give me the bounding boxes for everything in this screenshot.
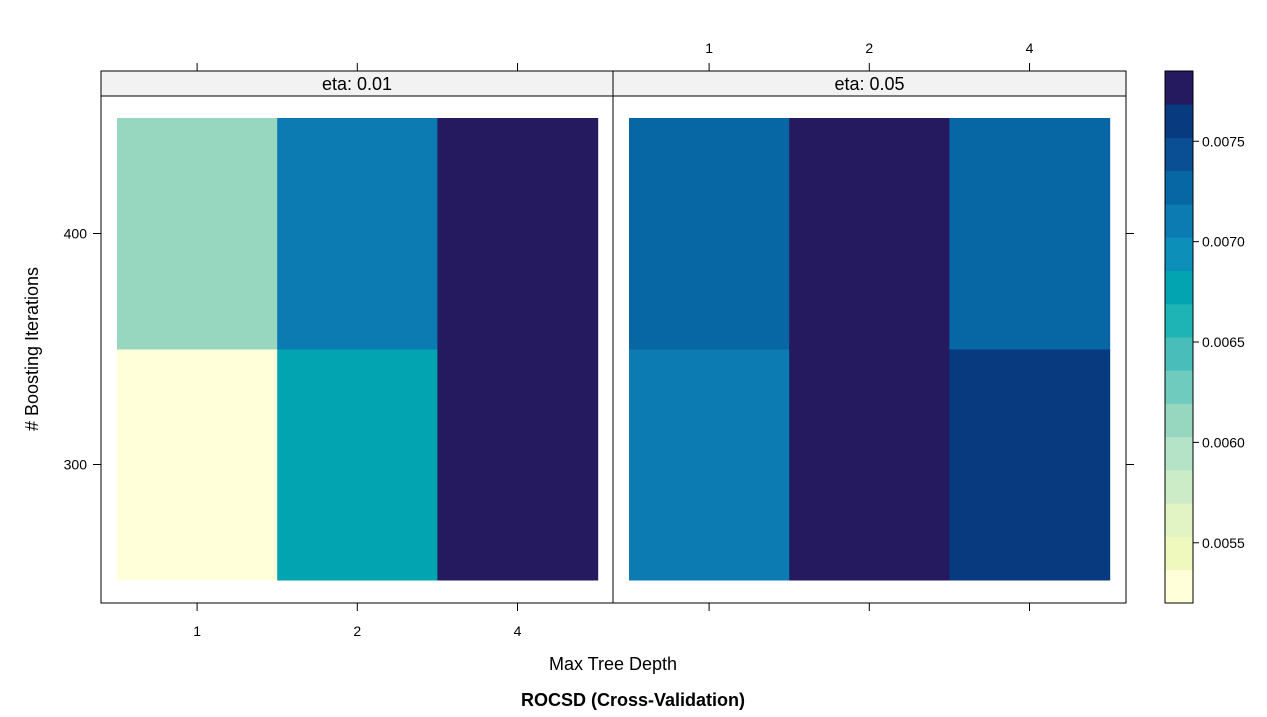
colorbar: 0.0055 0.0060 0.0065 0.0070 0.0075 bbox=[1164, 70, 1245, 604]
cells-layer bbox=[117, 118, 1111, 581]
panel-strip bbox=[613, 71, 1126, 96]
colorbar-tick-label: 0.0055 bbox=[1202, 535, 1245, 551]
x-tick-label-top: 1 bbox=[705, 40, 713, 56]
x-tick-label-top: 2 bbox=[865, 40, 873, 56]
heatmap-cell bbox=[949, 349, 1111, 581]
x-tick-label: 1 bbox=[193, 623, 201, 639]
colorbar-tick-label: 0.0075 bbox=[1202, 133, 1245, 149]
colorbar-bin bbox=[1165, 470, 1193, 504]
axes-layer: 1 2 4 1 2 4 300 400 bbox=[64, 40, 1134, 639]
x-tick-label-top: 4 bbox=[1026, 40, 1034, 56]
colorbar-tick-label: 0.0070 bbox=[1202, 234, 1245, 250]
colorbar-bin bbox=[1165, 503, 1193, 537]
colorbar-bin bbox=[1165, 137, 1193, 172]
y-axis-title: # Boosting Iterations bbox=[22, 267, 42, 431]
heatmap-cell bbox=[629, 118, 790, 350]
colorbar-bin bbox=[1165, 170, 1193, 205]
panel-strip-label: eta: 0.01 bbox=[322, 74, 392, 94]
heatmap-cell bbox=[117, 118, 278, 350]
colorbar-bin bbox=[1165, 104, 1193, 138]
colorbar-bin bbox=[1165, 403, 1193, 438]
colorbar-frame bbox=[1164, 70, 1194, 604]
heatmap-cell bbox=[629, 349, 790, 581]
colorbar-bin bbox=[1165, 370, 1193, 404]
colorbar-tick-label: 0.0060 bbox=[1202, 434, 1245, 450]
x-tick-label: 2 bbox=[353, 623, 361, 639]
x-tick-label: 4 bbox=[514, 623, 522, 639]
colorbar-bin bbox=[1165, 204, 1193, 238]
colorbar-bin bbox=[1165, 303, 1193, 338]
heatmap-cell bbox=[117, 349, 278, 581]
panel-strip bbox=[101, 71, 613, 96]
x-axis-title: Max Tree Depth bbox=[549, 654, 677, 674]
heatmap-cell bbox=[277, 118, 438, 350]
y-tick-label: 300 bbox=[64, 457, 88, 473]
colorbar-bin bbox=[1165, 536, 1193, 571]
colorbar-bin bbox=[1165, 436, 1193, 471]
colorbar-tick-label: 0.0065 bbox=[1202, 334, 1245, 350]
y-tick-label: 400 bbox=[64, 226, 88, 242]
heatmap-cell bbox=[437, 118, 599, 350]
heatmap-cell bbox=[789, 118, 950, 350]
heatmap-cell bbox=[277, 349, 438, 581]
colorbar-bin bbox=[1165, 569, 1193, 604]
colorbar-bin bbox=[1165, 270, 1193, 305]
heatmap-cell bbox=[437, 349, 599, 581]
heatmap-cell bbox=[789, 349, 950, 581]
chart-title: ROCSD (Cross-Validation) bbox=[521, 690, 745, 710]
panel-strip-label: eta: 0.05 bbox=[834, 74, 904, 94]
colorbar-bin bbox=[1165, 71, 1193, 105]
colorbar-bin bbox=[1165, 337, 1193, 371]
heatmap-cell bbox=[949, 118, 1111, 350]
colorbar-bin bbox=[1165, 237, 1193, 271]
